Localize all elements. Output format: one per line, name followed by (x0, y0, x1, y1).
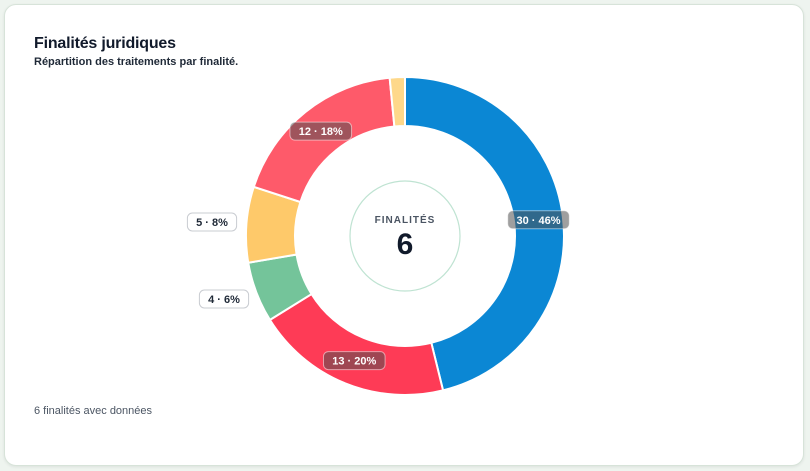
chart-footer: 6 finalités avec données (34, 405, 153, 417)
donut-center: FINALITÉS 6 (349, 180, 461, 292)
slice-label-box (289, 121, 353, 141)
slice-label-box (322, 351, 386, 371)
slice-label: 12 · 18% (289, 121, 353, 141)
slice-label-text: 4 · 6% (208, 294, 240, 306)
slice-label-box (186, 212, 238, 232)
slice-label-text: 5 · 8% (196, 217, 228, 229)
slice-label-text: 13 · 20% (332, 356, 376, 368)
center-circle (349, 180, 461, 292)
slice-label-text: 12 · 18% (299, 126, 343, 138)
center-label: FINALITÉS (375, 213, 436, 226)
donut-slice[interactable] (404, 75, 565, 392)
slice-labels: 30 · 46% 13 · 20% 4 · 6% 5 · 8% 12 · 18% (186, 121, 570, 371)
center-value: 6 (397, 228, 414, 261)
slice-label-box (507, 210, 570, 230)
chart-subtitle: Répartition des traitements par finalité… (34, 56, 239, 68)
slice-label-text: 30 · 46% (517, 215, 561, 227)
slice-label: 4 · 6% (198, 289, 250, 309)
slice-label: 5 · 8% (186, 212, 238, 232)
chart-title: Finalités juridiques (34, 35, 176, 52)
slice-label: 30 · 46% (507, 210, 570, 230)
slice-label: 13 · 20% (322, 351, 386, 371)
slice-label-box (198, 289, 250, 309)
donut-slice[interactable] (268, 292, 445, 396)
donut-slices (245, 75, 565, 396)
donut-slice[interactable] (388, 75, 406, 128)
